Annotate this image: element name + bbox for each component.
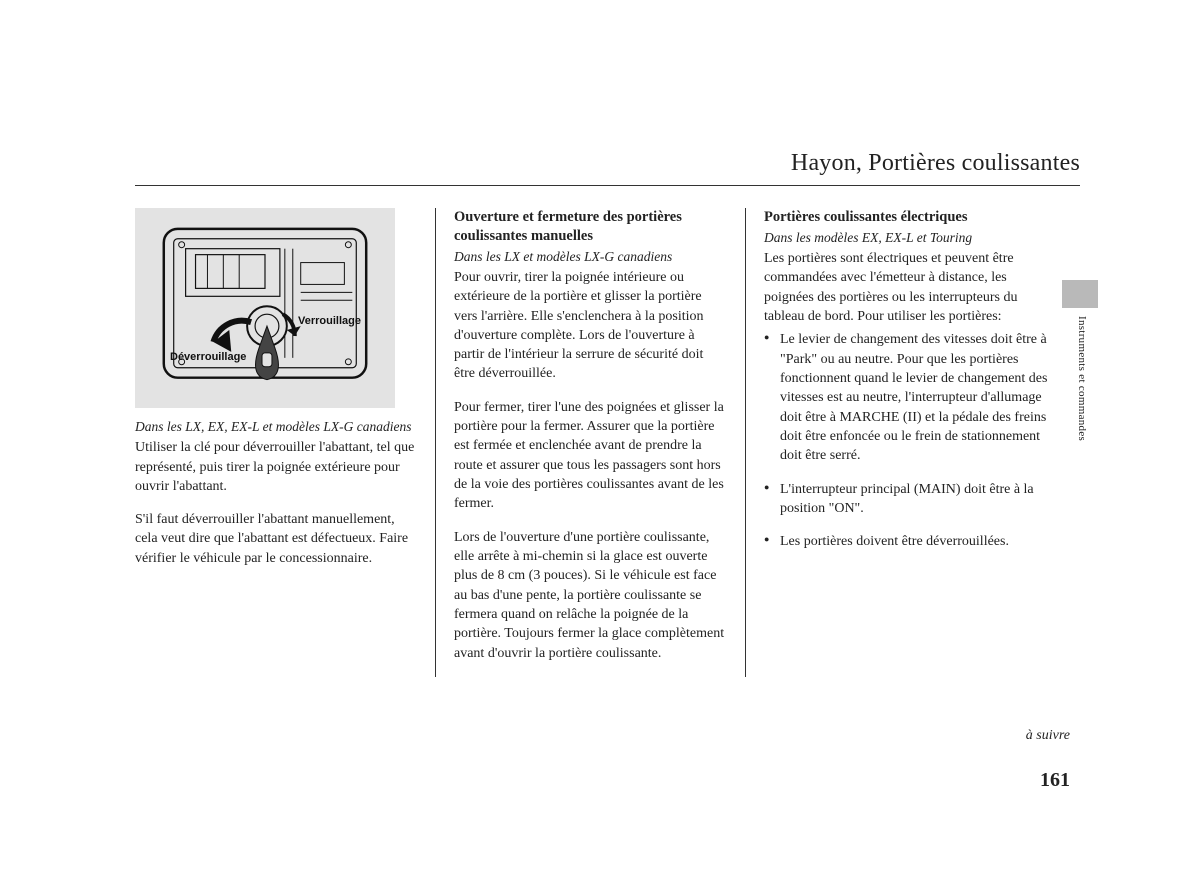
list-item: Les portières doivent être déverrouillée…	[764, 532, 1055, 551]
column-1: Verrouillage Déverrouillage Dans les LX,…	[135, 208, 435, 677]
list-item: L'interrupteur principal (MAIN) doit êtr…	[764, 480, 1055, 519]
column-3: Portières coulissantes électriques Dans …	[745, 208, 1055, 677]
col2-p1: Pour ouvrir, tirer la poignée intérieure…	[454, 268, 727, 384]
col1-p2: S'il faut déverrouiller l'abattant manue…	[135, 510, 417, 568]
title-block: Hayon, Portières coulissantes	[135, 150, 1080, 177]
col2-p2: Pour fermer, tirer l'une des poignées et…	[454, 398, 727, 514]
list-item: Le levier de changement des vitesses doi…	[764, 330, 1055, 465]
col2-caption: Dans les LX et modèles LX-G canadiens	[454, 248, 727, 266]
column-2: Ouverture et fermeture des portières cou…	[435, 208, 745, 677]
col2-p3: Lors de l'ouverture d'une portière couli…	[454, 528, 727, 663]
section-tab	[1062, 280, 1098, 308]
title-rule	[135, 185, 1080, 186]
col2-heading: Ouverture et fermeture des portières cou…	[454, 208, 727, 246]
col3-p1: Les portières sont électriques et peuven…	[764, 249, 1055, 326]
columns: Verrouillage Déverrouillage Dans les LX,…	[135, 208, 1080, 677]
section-tab-label: Instruments et commandes	[1076, 316, 1088, 441]
col3-heading: Portières coulissantes électriques	[764, 208, 1055, 227]
col3-bullets: Le levier de changement des vitesses doi…	[764, 330, 1055, 551]
continued-label: à suivre	[1026, 728, 1070, 744]
figure-label-unlock: Déverrouillage	[170, 351, 246, 363]
page-title: Hayon, Portières coulissantes	[135, 150, 1080, 177]
lock-figure: Verrouillage Déverrouillage	[135, 208, 395, 408]
col3-caption: Dans les modèles EX, EX-L et Touring	[764, 229, 1055, 247]
col1-caption: Dans les LX, EX, EX-L et modèles LX-G ca…	[135, 418, 417, 436]
figure-label-lock: Verrouillage	[298, 315, 361, 327]
col1-p1: Utiliser la clé pour déverrouiller l'aba…	[135, 438, 417, 496]
manual-page: Hayon, Portières coulissantes	[0, 0, 1200, 892]
page-number: 161	[1040, 769, 1070, 792]
lock-figure-svg	[136, 209, 394, 407]
